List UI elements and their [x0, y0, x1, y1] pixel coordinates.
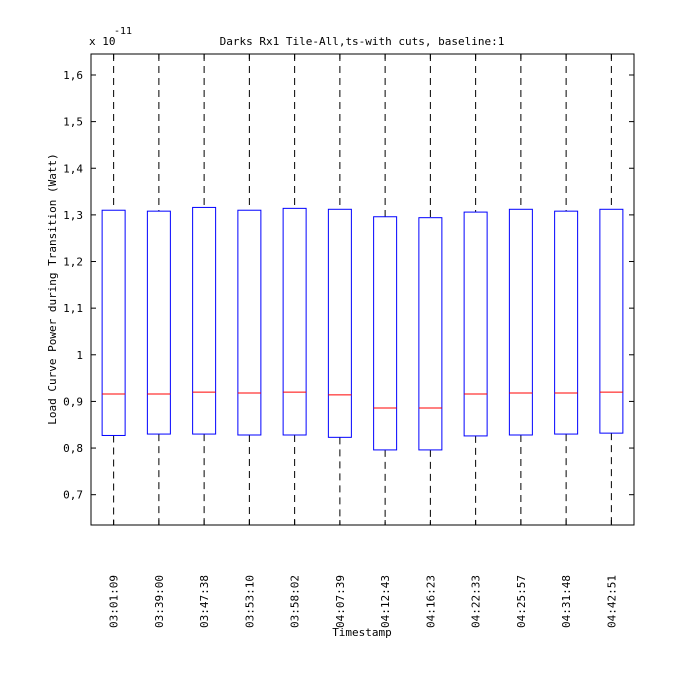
y-tick-label: 1,2	[63, 256, 83, 269]
y-exponent-base: x 10	[89, 35, 116, 48]
x-tick-label: 03:53:10	[243, 575, 256, 628]
box	[373, 216, 398, 451]
plot-area	[90, 53, 635, 526]
y-axis-label: Load Curve Power during Transition (Watt…	[46, 153, 59, 425]
box	[327, 208, 352, 438]
x-tick-label: 04:12:43	[379, 575, 392, 628]
y-tick-label: 1	[76, 349, 83, 362]
y-tick-label: 1,3	[63, 209, 83, 222]
x-tick-label: 04:22:33	[470, 575, 483, 628]
x-tick-label: 03:39:00	[153, 575, 166, 628]
chart-marks	[101, 54, 624, 525]
box	[192, 206, 217, 435]
y-tick-label: 0,9	[63, 395, 83, 408]
x-tick-label: 03:58:02	[289, 575, 302, 628]
box	[599, 208, 624, 434]
x-tick-label: 04:07:39	[334, 575, 347, 628]
y-tick-label: 0,8	[63, 442, 83, 455]
x-tick-label: 04:16:23	[424, 575, 437, 628]
y-exponent: -11	[114, 26, 132, 37]
box	[146, 210, 171, 435]
x-tick-label: 03:01:09	[108, 575, 121, 628]
box	[418, 217, 443, 451]
x-tick-label: 03:47:38	[198, 575, 211, 628]
axes: 03:01:09 03:39:00 03:47:38 03:53:10 03:58:02…	[63, 54, 634, 628]
y-tick-label: 1,6	[63, 69, 83, 82]
x-tick-label: 04:25:57	[515, 575, 528, 628]
y-tick-label: 1,5	[63, 116, 83, 129]
y-tick-label: 0,7	[63, 489, 83, 502]
box	[508, 208, 533, 436]
box	[463, 211, 488, 437]
box	[237, 209, 262, 436]
box	[101, 209, 126, 436]
chart-title: Darks Rx1 Tile-All,ts-with cuts, baselin…	[220, 35, 505, 48]
y-tick-label: 1,1	[63, 302, 83, 315]
y-tick-label: 1,4	[63, 162, 83, 175]
box	[554, 210, 579, 435]
x-axis-label: Timestamp	[332, 626, 392, 639]
x-tick-label: 04:31:48	[560, 575, 573, 628]
box	[282, 207, 307, 436]
x-tick-label: 04:42:51	[605, 575, 618, 628]
